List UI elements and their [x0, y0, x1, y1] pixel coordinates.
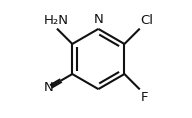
Text: H₂N: H₂N	[44, 14, 69, 27]
Text: N: N	[44, 81, 53, 94]
Text: F: F	[141, 91, 148, 104]
Text: Cl: Cl	[141, 14, 154, 27]
Text: N: N	[94, 13, 103, 26]
